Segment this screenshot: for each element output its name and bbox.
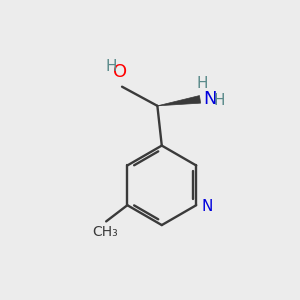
Text: O: O [113, 63, 128, 81]
Text: N: N [204, 90, 217, 108]
Text: H: H [105, 59, 117, 74]
Text: N: N [202, 199, 213, 214]
Text: H: H [213, 93, 225, 108]
Text: CH₃: CH₃ [92, 225, 118, 239]
Polygon shape [158, 96, 201, 106]
Text: H: H [196, 76, 208, 91]
